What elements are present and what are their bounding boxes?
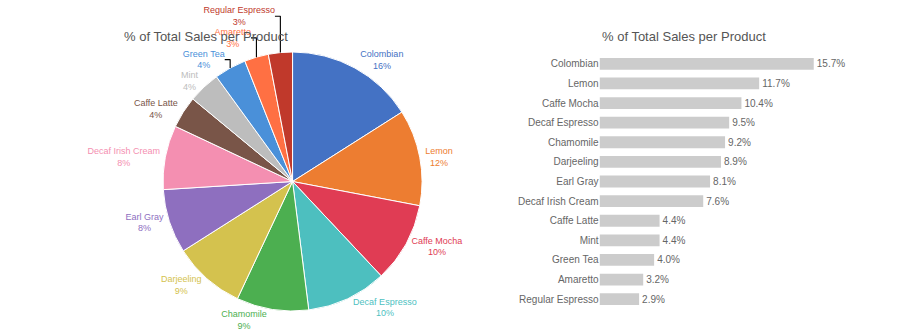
svg-text:Amaretto3%: Amaretto3% [214,27,251,49]
svg-text:Chamomile: Chamomile [548,137,599,148]
svg-text:Amaretto: Amaretto [558,274,599,285]
svg-text:Decaf Espresso: Decaf Espresso [528,117,599,128]
svg-text:8.9%: 8.9% [724,156,747,167]
svg-text:Darjeeling: Darjeeling [554,156,599,167]
svg-text:% of Total Sales per Product: % of Total Sales per Product [602,29,766,44]
svg-text:4.4%: 4.4% [663,235,686,246]
svg-text:Green Tea4%: Green Tea4% [183,49,225,71]
svg-text:Decaf Irish Cream: Decaf Irish Cream [518,196,599,207]
svg-text:Mint4%: Mint4% [181,70,199,92]
svg-text:Regular Espresso3%: Regular Espresso3% [203,5,275,27]
svg-text:Caffe Mocha10%: Caffe Mocha10% [411,236,462,258]
svg-text:Colombian16%: Colombian16% [360,49,403,71]
svg-text:% of Total Sales per Product: % of Total Sales per Product [124,29,288,44]
svg-text:8.1%: 8.1% [713,176,736,187]
svg-text:Decaf Irish Cream8%: Decaf Irish Cream8% [87,146,160,168]
svg-text:11.7%: 11.7% [762,78,790,89]
svg-text:Caffe Mocha: Caffe Mocha [542,98,599,109]
svg-text:9.2%: 9.2% [728,137,751,148]
svg-text:4.4%: 4.4% [663,215,686,226]
svg-text:Decaf Espresso10%: Decaf Espresso10% [353,297,417,319]
svg-text:Earl Gray: Earl Gray [556,176,598,187]
svg-text:Darjeeling9%: Darjeeling9% [161,274,202,296]
svg-text:Caffe Latte4%: Caffe Latte4% [134,98,178,120]
svg-text:Colombian: Colombian [551,58,599,69]
svg-text:Caffe Latte: Caffe Latte [550,215,599,226]
svg-text:Regular Espresso: Regular Espresso [519,294,599,305]
svg-text:2.9%: 2.9% [642,294,665,305]
svg-text:Mint: Mint [580,235,599,246]
svg-text:3.2%: 3.2% [646,274,669,285]
svg-text:Lemon: Lemon [568,78,599,89]
svg-text:Earl Gray8%: Earl Gray8% [125,212,164,234]
svg-text:15.7%: 15.7% [817,58,845,69]
svg-text:4.0%: 4.0% [657,254,680,265]
svg-text:9.5%: 9.5% [732,117,755,128]
svg-text:7.6%: 7.6% [706,196,729,207]
svg-text:Chamomile9%: Chamomile9% [221,309,267,331]
svg-text:Lemon12%: Lemon12% [425,146,453,168]
svg-text:Green Tea: Green Tea [552,254,599,265]
svg-text:10.4%: 10.4% [744,98,772,109]
